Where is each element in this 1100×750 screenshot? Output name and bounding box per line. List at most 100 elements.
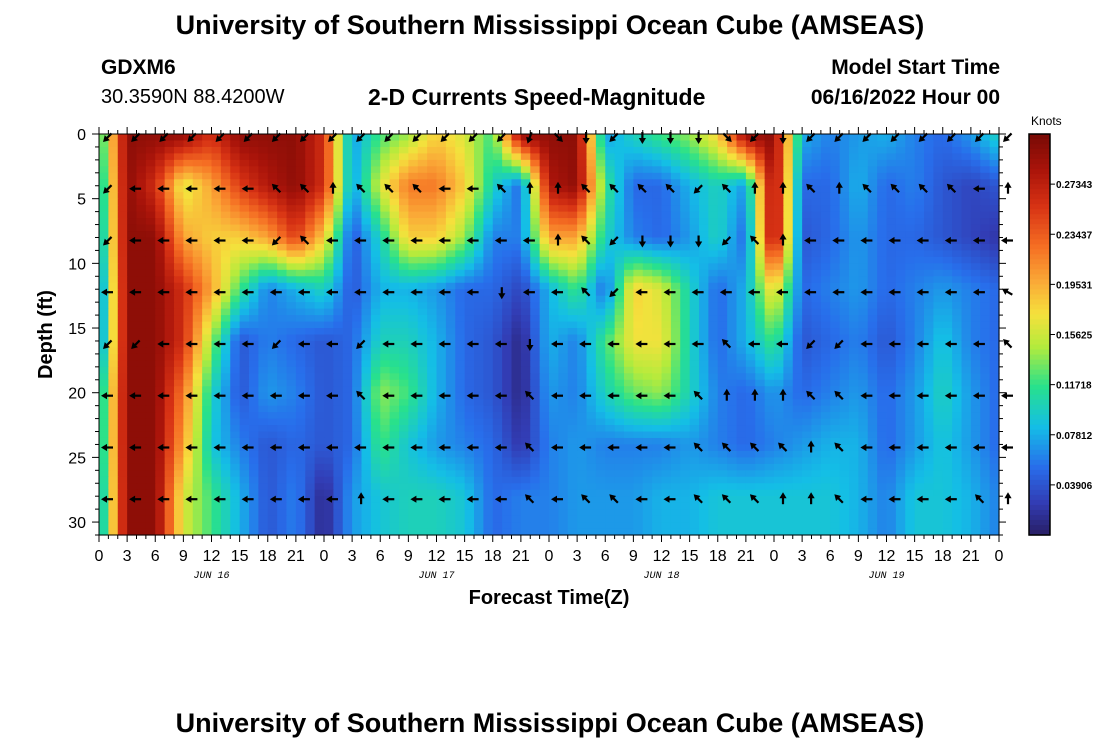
heatmap-cell (520, 295, 531, 303)
heatmap-cell (277, 360, 288, 368)
heatmap-cell (820, 146, 831, 155)
heatmap-cell (699, 243, 709, 252)
heatmap-cell (117, 463, 128, 471)
heatmap-cell (652, 373, 663, 381)
heatmap-cell (342, 140, 353, 148)
heatmap-cell (380, 373, 391, 381)
heatmap-cell (745, 321, 756, 329)
heatmap-cell (352, 153, 363, 161)
heatmap-cell (755, 321, 766, 329)
heatmap-cell (370, 231, 381, 239)
heatmap-cell (239, 321, 250, 329)
heatmap-cell (258, 166, 269, 174)
heatmap-cell (886, 276, 897, 284)
heatmap-cell (464, 269, 475, 277)
heatmap-cell (642, 302, 653, 310)
heatmap-cell (670, 211, 681, 219)
heatmap-cell (989, 243, 1000, 252)
heatmap-cell (220, 166, 231, 174)
heatmap-cell (502, 399, 513, 407)
heatmap-cell (830, 328, 841, 336)
heatmap-cell (549, 218, 559, 226)
heatmap-cell (520, 269, 531, 277)
heatmap-cell (108, 425, 119, 433)
heatmap-cell (783, 463, 794, 471)
heatmap-cell (802, 153, 813, 161)
heatmap-cell (905, 457, 916, 465)
heatmap-cell (989, 431, 1000, 439)
heatmap-cell (483, 172, 494, 180)
heatmap-cell (492, 302, 503, 310)
heatmap-cell (867, 237, 878, 245)
heatmap-cell (99, 237, 109, 245)
heatmap-cell (408, 224, 419, 232)
heatmap-cell (267, 340, 278, 349)
heatmap-cell (370, 192, 381, 200)
heatmap-cell (483, 146, 494, 155)
heatmap-cell (830, 166, 841, 174)
heatmap-cell (689, 392, 700, 400)
heatmap-cell (755, 153, 766, 161)
page-title: University of Southern Mississippi Ocean… (175, 10, 925, 40)
heatmap-cell (108, 463, 119, 471)
heatmap-cell (342, 366, 353, 374)
heatmap-cell (455, 218, 466, 226)
heatmap-cell (342, 269, 353, 277)
heatmap-cell (127, 218, 138, 226)
heatmap-cell (849, 134, 859, 142)
heatmap-cell (577, 231, 588, 239)
heatmap-cell (324, 146, 334, 155)
heatmap-cell (670, 366, 681, 374)
heatmap-cell (755, 185, 766, 193)
heatmap-cell (342, 328, 353, 336)
heatmap-cell (99, 172, 109, 180)
heatmap-cell (380, 334, 391, 342)
heatmap-cell (961, 256, 972, 264)
heatmap-cell (230, 192, 241, 200)
heatmap-cell (858, 224, 869, 232)
heatmap-cell (783, 269, 794, 277)
heatmap-cell (277, 192, 288, 200)
heatmap-cell (895, 444, 906, 452)
heatmap-cell (914, 386, 925, 394)
heatmap-cell (342, 431, 353, 439)
heatmap-cell (952, 315, 963, 323)
heatmap-cell (802, 425, 813, 433)
heatmap-cell (192, 185, 203, 193)
heatmap-cell (483, 334, 494, 342)
heatmap-cell (174, 347, 184, 355)
heatmap-cell (445, 373, 456, 381)
heatmap-cell (155, 295, 166, 303)
heatmap-cell (539, 256, 550, 264)
heatmap-cell (455, 224, 466, 232)
heatmap-cell (577, 366, 588, 374)
heatmap-cell (942, 166, 953, 174)
heatmap-cell (295, 366, 306, 374)
heatmap-cell (333, 353, 344, 361)
heatmap-cell (511, 172, 522, 180)
heatmap-cell (474, 263, 484, 271)
heatmap-cell (136, 321, 147, 329)
heatmap-cell (127, 308, 138, 316)
heatmap-cell (324, 172, 334, 180)
heatmap-cell (136, 379, 147, 387)
heatmap-cell (727, 153, 738, 161)
heatmap-cell (605, 276, 616, 284)
heatmap-cell (689, 159, 700, 167)
heatmap-cell (614, 224, 625, 232)
heatmap-cell (220, 463, 231, 471)
heatmap-cell (267, 418, 278, 426)
heatmap-cell (980, 263, 991, 271)
heatmap-cell (155, 379, 166, 387)
heatmap-cell (661, 328, 672, 336)
heatmap-cell (905, 334, 916, 342)
heatmap-cell (858, 457, 869, 465)
heatmap-cell (427, 347, 438, 355)
heatmap-cell (389, 224, 400, 232)
heatmap-cell (605, 450, 616, 458)
heatmap-cell (989, 437, 1000, 446)
heatmap-cell (108, 457, 119, 465)
heatmap-cell (192, 379, 203, 387)
heatmap-cell (211, 159, 222, 167)
heatmap-cell (324, 360, 334, 368)
